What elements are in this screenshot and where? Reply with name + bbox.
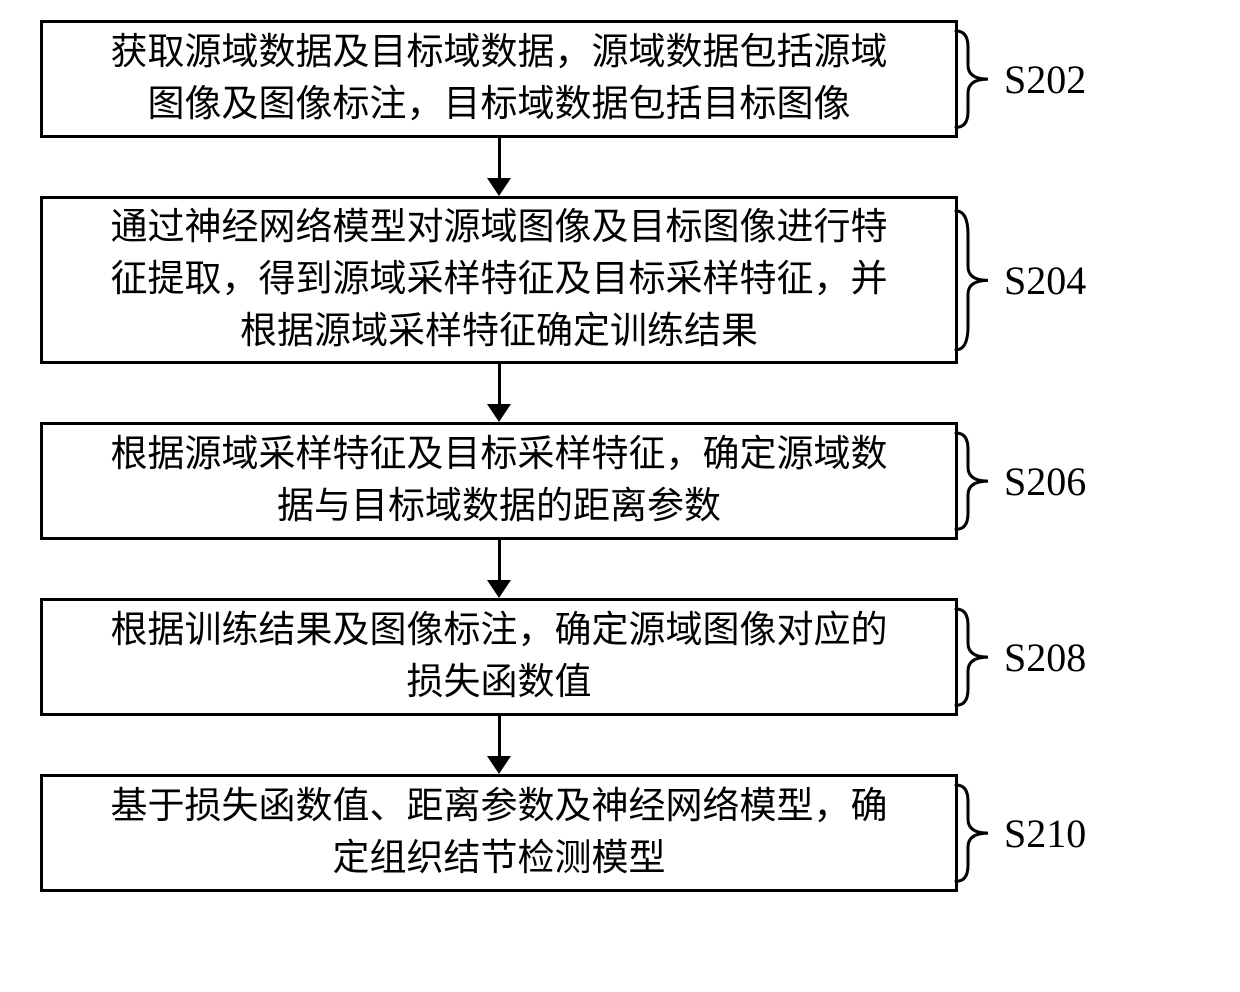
flowchart-container: 获取源域数据及目标域数据，源域数据包括源域图像及图像标注，目标域数据包括目标图像… [40, 20, 1200, 892]
step-box-S206: 根据源域采样特征及目标采样特征，确定源域数据与目标域数据的距离参数 [40, 422, 958, 540]
brace [954, 607, 990, 707]
step-text: 通过神经网络模型对源域图像及目标图像进行特 [61, 202, 937, 254]
step-row: 基于损失函数值、距离参数及神经网络模型，确定组织结节检测模型 S210 [40, 774, 1200, 892]
step-text: 损失函数值 [61, 657, 937, 709]
step-box-S210: 基于损失函数值、距离参数及神经网络模型，确定组织结节检测模型 [40, 774, 958, 892]
step-text: 根据源域采样特征确定训练结果 [61, 306, 937, 358]
step-row: 获取源域数据及目标域数据，源域数据包括源域图像及图像标注，目标域数据包括目标图像… [40, 20, 1200, 138]
brace [954, 209, 990, 352]
arrow-connector [40, 138, 958, 196]
arrow-connector [40, 540, 958, 598]
step-text: 图像及图像标注，目标域数据包括目标图像 [61, 79, 937, 131]
step-label-S208: S208 [1004, 634, 1086, 681]
step-label-S202: S202 [1004, 56, 1086, 103]
step-label-S210: S210 [1004, 810, 1086, 857]
step-label-S204: S204 [1004, 257, 1086, 304]
step-row: 通过神经网络模型对源域图像及目标图像进行特征提取，得到源域采样特征及目标采样特征… [40, 196, 1200, 364]
step-text: 据与目标域数据的距离参数 [61, 481, 937, 533]
step-text: 定组织结节检测模型 [61, 833, 937, 885]
step-text: 获取源域数据及目标域数据，源域数据包括源域 [61, 27, 937, 79]
brace [954, 431, 990, 531]
step-text: 基于损失函数值、距离参数及神经网络模型，确 [61, 781, 937, 833]
step-box-S208: 根据训练结果及图像标注，确定源域图像对应的损失函数值 [40, 598, 958, 716]
arrow-connector [40, 364, 958, 422]
step-text: 根据源域采样特征及目标采样特征，确定源域数 [61, 429, 937, 481]
arrow-connector [40, 716, 958, 774]
brace [954, 783, 990, 883]
step-row: 根据源域采样特征及目标采样特征，确定源域数据与目标域数据的距离参数 S206 [40, 422, 1200, 540]
step-text: 征提取，得到源域采样特征及目标采样特征，并 [61, 254, 937, 306]
step-text: 根据训练结果及图像标注，确定源域图像对应的 [61, 605, 937, 657]
step-box-S202: 获取源域数据及目标域数据，源域数据包括源域图像及图像标注，目标域数据包括目标图像 [40, 20, 958, 138]
brace [954, 29, 990, 129]
step-label-S206: S206 [1004, 458, 1086, 505]
step-box-S204: 通过神经网络模型对源域图像及目标图像进行特征提取，得到源域采样特征及目标采样特征… [40, 196, 958, 364]
step-row: 根据训练结果及图像标注，确定源域图像对应的损失函数值 S208 [40, 598, 1200, 716]
